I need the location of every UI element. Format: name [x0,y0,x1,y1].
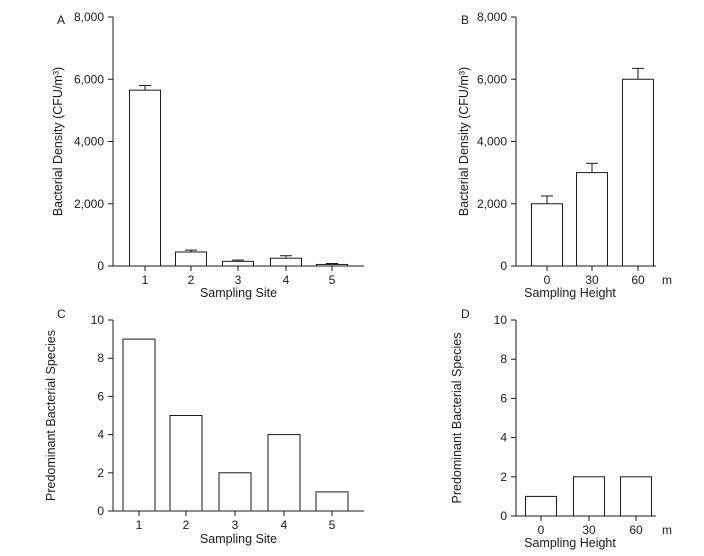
chart-panel-a: A 0 2,000 4,000 6,000 8,000 1 2 3 4 5 Sampling Site… [51,10,364,300]
y-axis-title: Bacterial Density (CFU/m³) [51,67,65,216]
x-unit-label: m [662,523,672,537]
x-tick-label: 60 [631,273,645,287]
y-tick-label: 4 [97,428,104,442]
x-tick-label: 60 [629,523,643,537]
x-tick-label: 0 [538,523,545,537]
x-tick-label: 3 [232,518,239,532]
panel-label: A [57,13,65,27]
x-tick-label: 1 [142,273,149,287]
y-tick-label: 2 [500,470,507,484]
y-tick-label: 4 [500,431,507,445]
x-tick-label: 5 [329,273,336,287]
y-tick-label: 2,000 [74,197,104,211]
bar-1 [129,89,161,267]
y-tick-label: 2 [97,466,104,480]
x-axis-title: Sampling Site [200,286,277,300]
x-tick-label: 1 [136,518,143,532]
y-tick-label: 0 [97,259,104,273]
y-tick-label: 6 [97,389,104,403]
panel-label: C [57,307,66,321]
x-axis-title: Sampling Height [524,536,616,550]
y-tick-label: 4,000 [74,135,104,149]
y-tick-label: 2,000 [477,197,507,211]
y-tick-label: 6 [500,391,507,405]
chart-panel-b: B 0 2,000 4,000 6,000 8,000 0 30 60 m Sampling Hei… [457,10,672,300]
y-tick-label: 4,000 [477,135,507,149]
y-tick-label: 8 [97,351,104,365]
y-axis-title: Bacterial Density (CFU/m³) [457,67,471,216]
x-axis-title: Sampling Height [524,286,616,300]
y-tick-label: 8 [500,352,507,366]
bar-4 [270,257,302,267]
x-tick-label: 4 [283,273,290,287]
bar-60 [620,476,652,517]
panel-label: B [461,13,469,27]
bar-30 [576,172,608,267]
x-tick-label: 3 [235,273,242,287]
bar-2 [175,251,207,267]
x-tick-label: 2 [183,518,190,532]
panel-label: D [461,307,470,321]
y-tick-label: 8,000 [477,10,507,24]
bar-0 [525,495,557,517]
bar-5 [315,491,349,512]
bar-60 [622,78,654,267]
bar-1 [122,338,156,512]
x-tick-label: 30 [585,273,599,287]
y-tick-label: 0 [500,509,507,523]
x-tick-label: 4 [281,518,288,532]
y-tick-label: 6,000 [477,72,507,86]
bar-5 [316,263,348,267]
y-tick-label: 10 [91,313,105,327]
x-unit-label: m [662,273,672,287]
x-tick-label: 2 [188,273,195,287]
bar-0 [531,203,563,267]
chart-panel-d: D 0 2 4 6 8 10 0 30 60 m Sampling Height Predominant… [450,307,672,550]
bar-4 [267,434,301,512]
x-tick-label: 0 [544,273,551,287]
y-axis-title: Predominant Bacterial Species [450,333,464,504]
y-axis-title: Predominant Bacterial Species [44,330,58,501]
bar-2 [169,415,203,512]
bar-30 [573,476,605,517]
x-tick-label: 5 [329,518,336,532]
bar-3 [222,260,254,267]
y-tick-label: 10 [494,313,508,327]
y-tick-label: 0 [500,259,507,273]
x-axis-title: Sampling Site [200,532,277,546]
bar-3 [218,472,252,512]
y-tick-label: 8,000 [74,10,104,24]
y-tick-label: 0 [97,504,104,518]
x-tick-label: 30 [582,523,596,537]
y-tick-label: 6,000 [74,72,104,86]
